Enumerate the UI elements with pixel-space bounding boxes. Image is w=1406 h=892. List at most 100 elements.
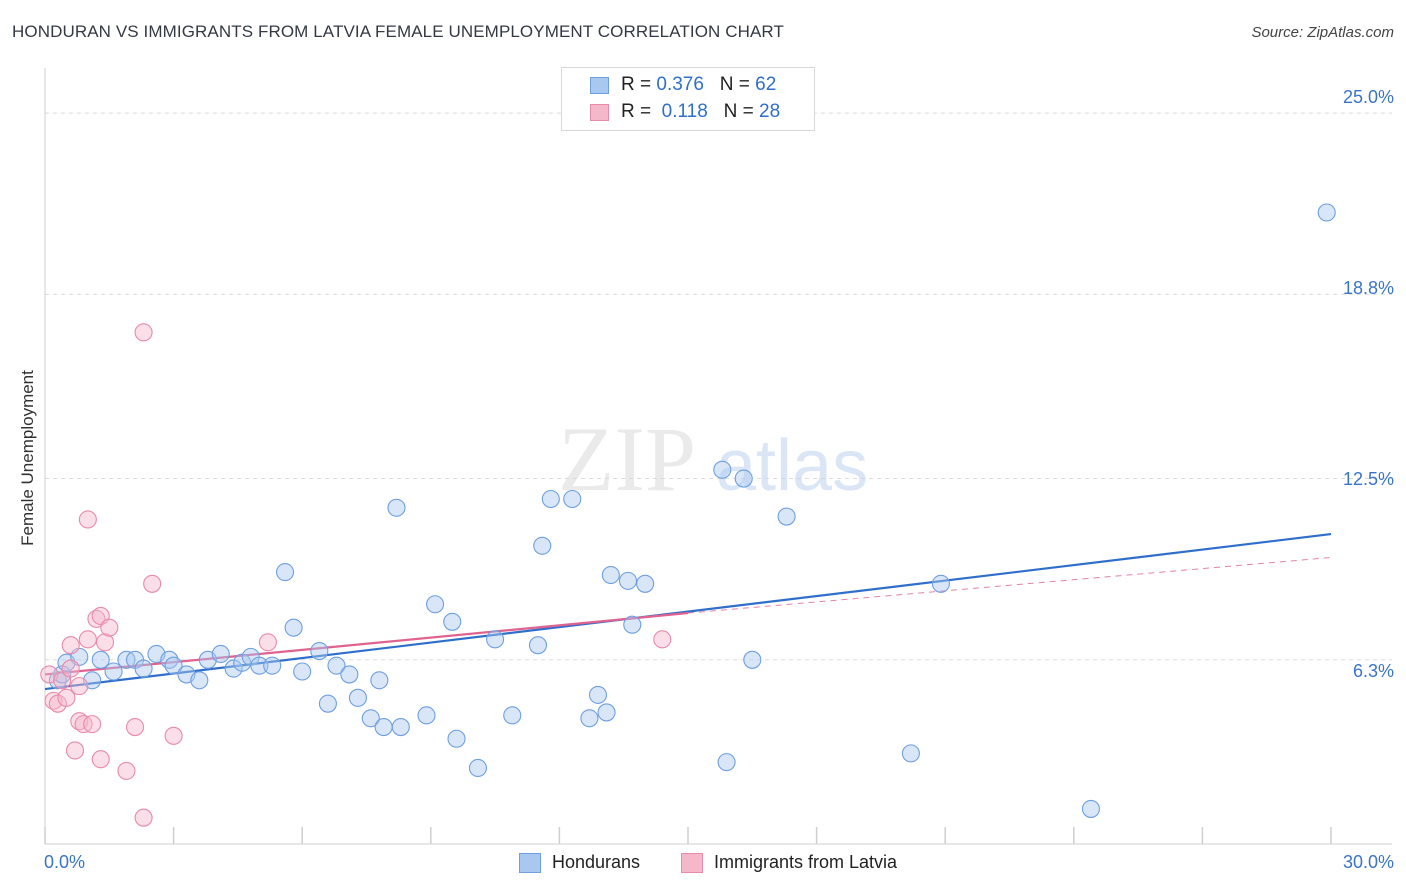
honduran-point: [104, 662, 123, 681]
honduran-point: [447, 729, 466, 748]
honduran-point: [623, 615, 642, 634]
honduran-point: [777, 507, 796, 526]
y-tick-label: 6.3%: [1352, 661, 1394, 681]
honduran-point: [580, 709, 599, 728]
honduran-point: [503, 706, 522, 725]
honduran-point: [743, 650, 762, 669]
latvia-point: [258, 633, 277, 652]
latvia-point: [117, 761, 136, 780]
latvia-point: [653, 630, 672, 649]
honduran-point: [601, 565, 620, 585]
watermark: ZIP atlas: [558, 408, 868, 510]
trend-lines: [44, 532, 1332, 691]
honduran-point: [563, 489, 582, 509]
honduran-point: [1317, 203, 1336, 222]
honduran-point: [533, 536, 552, 555]
bottom-legend-swatch-latvia: [681, 853, 703, 873]
bottom-legend-label-latvia: Immigrants from Latvia: [714, 852, 898, 872]
bottom-legend-swatch-hondurans: [519, 853, 541, 873]
honduran-point: [387, 498, 406, 517]
y-tick-label: 12.5%: [1342, 469, 1394, 489]
honduran-point: [91, 650, 110, 669]
axes: [44, 68, 1392, 845]
honduran-point: [374, 718, 393, 737]
y-tick-label: 18.8%: [1342, 278, 1394, 298]
legend-n-label: N =: [723, 101, 760, 122]
latvia-point: [57, 688, 76, 707]
honduran-point: [348, 688, 367, 707]
legend-swatch-latvia: [590, 104, 609, 121]
honduran-point: [618, 571, 638, 590]
honduran-point: [486, 630, 505, 649]
honduran-point: [190, 671, 209, 690]
honduran-point: [468, 758, 488, 778]
legend-r-label: R =: [621, 74, 657, 95]
legend-n-label: N =: [719, 74, 756, 95]
legend-swatch-hondurans: [590, 77, 609, 94]
latvia-point: [78, 510, 97, 529]
honduran-point: [134, 659, 153, 678]
honduran-point: [528, 636, 548, 655]
honduran-point: [1081, 799, 1100, 818]
latvia-point: [134, 323, 153, 342]
honduran-point: [284, 618, 303, 637]
honduran-point: [263, 656, 282, 675]
latvia-point: [61, 636, 80, 655]
latvia-point: [91, 750, 110, 769]
latvia-point: [100, 618, 119, 637]
honduran-point: [361, 709, 380, 728]
latvia-point: [78, 630, 97, 649]
honduran-point: [713, 460, 732, 479]
source-label: Source: ZipAtlas.com: [1251, 24, 1394, 41]
honduran-point: [276, 563, 295, 582]
honduran-point: [250, 656, 269, 675]
honduran-point: [164, 656, 183, 675]
latvia-point: [134, 808, 153, 827]
honduran-point: [597, 703, 616, 722]
x-tick-label-max: 30.0%: [1342, 852, 1394, 872]
honduran-point: [717, 753, 736, 772]
honduran-point: [340, 665, 359, 684]
legend-n-value: 28: [759, 101, 781, 122]
latvia-point: [143, 574, 162, 593]
bottom-legend-label-hondurans: Hondurans: [552, 852, 641, 872]
honduran-point: [327, 656, 346, 675]
honduran-point: [318, 694, 337, 713]
data-points: [40, 203, 1336, 827]
x-tick-label-min: 0.0%: [44, 852, 86, 872]
chart-title: HONDURAN VS IMMIGRANTS FROM LATVIA FEMAL…: [12, 22, 784, 41]
honduran-point: [541, 489, 560, 509]
latvia-point: [164, 726, 183, 745]
latvia-point: [95, 633, 115, 652]
legend-r-value: 0.118: [661, 101, 708, 122]
latvia-point: [65, 741, 85, 760]
honduran-point: [901, 744, 920, 763]
y-tick-label: 25.0%: [1342, 87, 1394, 107]
honduran-point: [588, 685, 608, 704]
honduran-point: [391, 718, 410, 737]
trend-line-hondurans: [44, 532, 1332, 691]
honduran-point: [310, 641, 329, 661]
legend-n-value: 62: [755, 74, 777, 95]
honduran-point: [734, 469, 753, 488]
watermark-zip: ZIP: [558, 408, 696, 510]
watermark-atlas: atlas: [716, 426, 868, 506]
trend-line-latvia: [44, 611, 689, 676]
honduran-point: [370, 671, 389, 690]
trend-extension-latvia: [687, 556, 1332, 614]
latvia-point: [70, 677, 89, 696]
honduran-point: [931, 574, 950, 593]
legend-r-label: R =: [621, 101, 657, 122]
honduran-point: [443, 612, 462, 631]
latvia-point: [83, 715, 102, 734]
gridlines: [45, 112, 1392, 661]
honduran-point: [417, 706, 436, 725]
latvia-point: [125, 718, 145, 737]
latvia-point: [61, 659, 80, 678]
honduran-point: [293, 662, 312, 681]
honduran-point: [426, 595, 445, 614]
honduran-point: [636, 574, 655, 593]
legend-r-value: 0.376: [656, 74, 704, 95]
stats-legend: R = 0.376 N = 62 R = 0.118 N = 28: [561, 67, 815, 131]
